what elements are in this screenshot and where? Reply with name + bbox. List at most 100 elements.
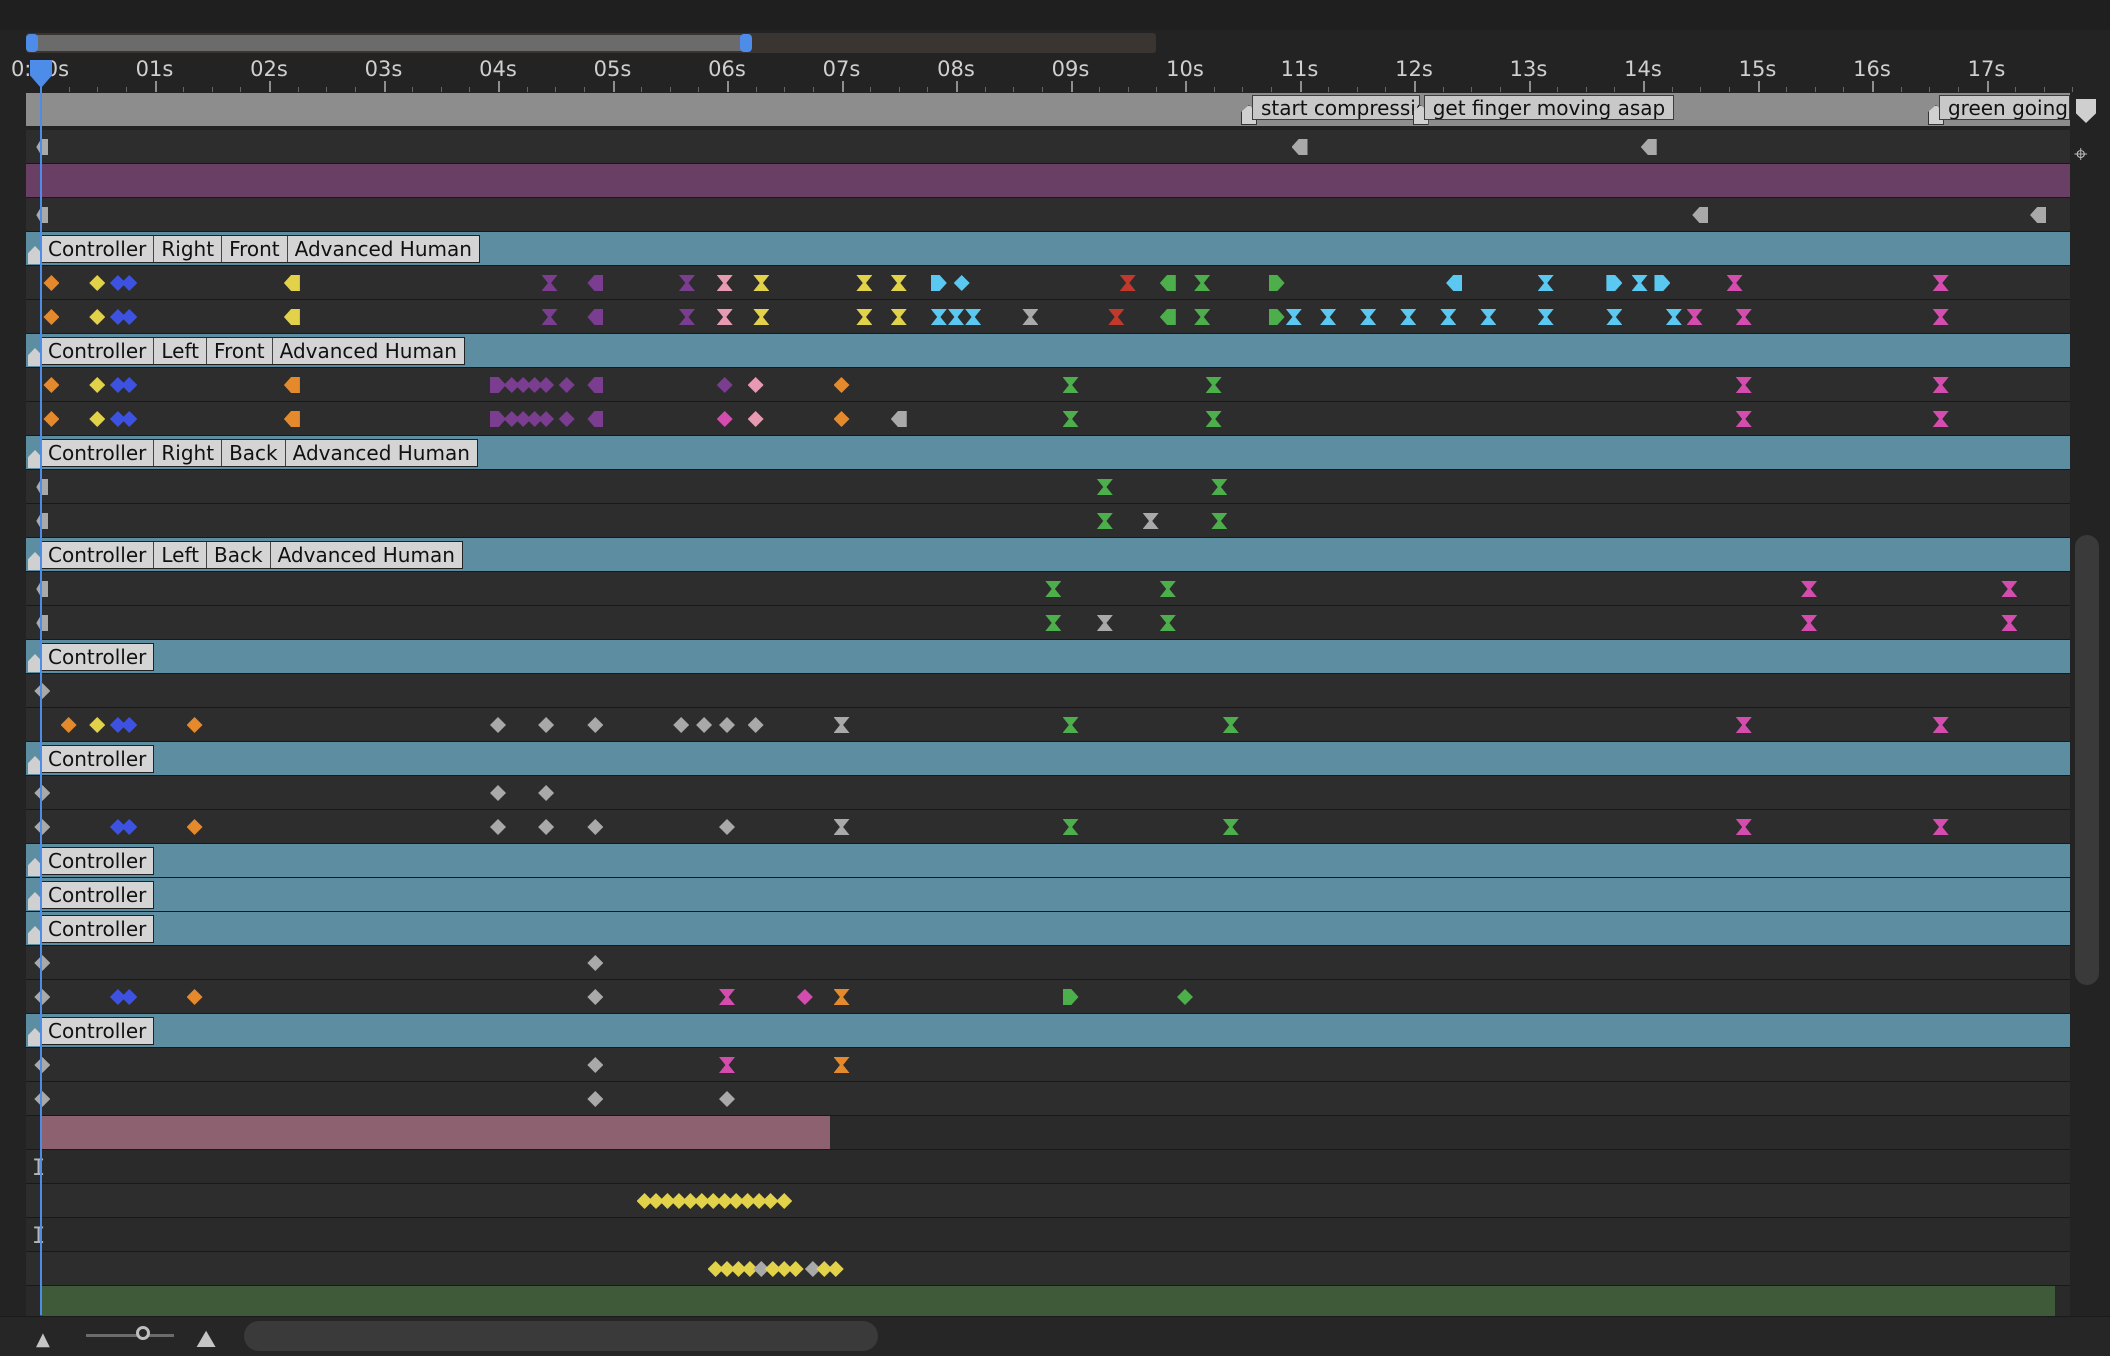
keyframe-hour-icon[interactable] [856,309,873,325]
keyframe-hour-icon[interactable] [1108,309,1125,325]
keyframe-left-icon[interactable] [890,411,907,427]
keyframe-diamond-icon[interactable] [776,1193,793,1209]
keyframe-diamond-icon[interactable] [705,1193,722,1209]
keyframe-hour-icon[interactable] [716,309,733,325]
keyframe-hour-icon[interactable] [1932,377,1949,393]
keyframe-diamond-icon[interactable] [804,1261,821,1277]
keyframe-start-icon[interactable] [36,513,49,529]
layer-header-row[interactable]: Controller [26,1014,2070,1048]
keyframe-diamond-icon[interactable] [121,411,138,427]
time-navigator[interactable] [26,33,1156,53]
property-track-row[interactable] [26,368,2070,402]
layer-header-row[interactable]: Controller [26,640,2070,674]
keyframe-left-icon[interactable] [587,411,604,427]
keyframe-diamond-icon[interactable] [526,377,543,393]
expand-triangle-icon[interactable] [28,858,42,876]
keyframe-right-icon[interactable] [1062,989,1079,1005]
keyframe-hour-icon[interactable] [1159,615,1176,631]
keyframe-hour-icon[interactable] [1022,309,1039,325]
time-navigator-start-handle[interactable] [26,34,38,52]
keyframe-diamond-icon[interactable] [121,309,138,325]
keyframe-diamond-icon[interactable] [60,717,77,733]
property-row[interactable]: I [26,1218,2070,1252]
keyframe-hour-icon[interactable] [1096,513,1113,529]
marker-end-icon[interactable] [2076,99,2096,123]
keyframe-hour-icon[interactable] [1205,411,1222,427]
keyframe-diamond-icon[interactable] [538,377,555,393]
keyframe-hour-icon[interactable] [1735,717,1752,733]
comp-marker[interactable]: green going [1938,95,2070,120]
keyframe-left-icon[interactable] [587,309,604,325]
property-track-row[interactable] [26,198,2070,232]
keyframe-diamond-icon[interactable] [538,411,555,427]
layer-span-row[interactable] [26,1116,2070,1150]
keyframe-hour-icon[interactable] [1045,581,1062,597]
keyframe-hour-icon[interactable] [1932,411,1949,427]
horizontal-scrollbar[interactable] [244,1321,878,1351]
keyframe-hour-icon[interactable] [1320,309,1337,325]
keyframe-diamond-icon[interactable] [753,1261,770,1277]
keyframe-hour-icon[interactable] [1222,819,1239,835]
keyframe-hour-icon[interactable] [1205,377,1222,393]
keyframe-hour-icon[interactable] [930,309,947,325]
keyframe-diamond-icon[interactable] [34,1091,51,1107]
keyframe-diamond-icon[interactable] [538,785,555,801]
keyframe-diamond-icon[interactable] [43,309,60,325]
expand-triangle-icon[interactable] [28,926,42,944]
keyframe-diamond-icon[interactable] [526,411,543,427]
keyframe-hour-icon[interactable] [1222,717,1239,733]
keyframe-diamond-icon[interactable] [707,1261,724,1277]
keyframe-diamond-icon[interactable] [833,377,850,393]
keyframe-hour-icon[interactable] [1726,275,1743,291]
layer-header-row[interactable]: Controller Right Front Advanced Human [26,232,2070,266]
keyframe-hour-icon[interactable] [1631,275,1648,291]
property-track-row[interactable] [26,776,2070,810]
layer-name-label[interactable]: Controller Left Front Advanced Human [40,337,465,365]
keyframe-hour-icon[interactable] [1096,615,1113,631]
property-track-row[interactable] [26,1252,2070,1286]
keyframe-hour-icon[interactable] [678,275,695,291]
keyframe-diamond-icon[interactable] [953,275,970,291]
keyframe-diamond-icon[interactable] [34,819,51,835]
time-ruler[interactable]: 0:00s01s02s03s04s05s06s07s08s09s10s11s12… [11,55,2074,93]
expand-triangle-icon[interactable] [28,246,42,264]
keyframe-diamond-icon[interactable] [109,411,126,427]
keyframe-hour-icon[interactable] [541,309,558,325]
time-navigator-range[interactable] [26,35,746,51]
keyframe-hour-icon[interactable] [890,309,907,325]
keyframe-diamond-icon[interactable] [719,717,735,733]
layer-header-row[interactable]: Controller Right Back Advanced Human [26,436,2070,470]
keyframe-diamond-icon[interactable] [109,717,126,733]
keyframe-right-icon[interactable] [1268,275,1285,291]
keyframe-left-icon[interactable] [1291,139,1308,155]
keyframe-diamond-icon[interactable] [503,411,520,427]
keyframe-diamond-icon[interactable] [827,1261,844,1277]
keyframe-left-icon[interactable] [1159,275,1176,291]
keyframe-hour-icon[interactable] [1194,275,1211,291]
keyframe-hour-icon[interactable] [1096,479,1113,495]
keyframe-left-icon[interactable] [1640,139,1657,155]
keyframe-diamond-icon[interactable] [34,955,51,971]
keyframe-diamond-icon[interactable] [34,989,51,1005]
keyframe-diamond-icon[interactable] [490,717,506,733]
keyframe-hour-icon[interactable] [1062,819,1079,835]
keyframe-left-icon[interactable] [2030,207,2047,223]
expand-triangle-icon[interactable] [28,1028,42,1046]
keyframe-diamond-icon[interactable] [186,819,203,835]
keyframe-hour-icon[interactable] [833,717,850,733]
keyframe-diamond-icon[interactable] [109,819,126,835]
keyframe-left-icon[interactable] [283,309,300,325]
keyframe-hour-icon[interactable] [1932,819,1949,835]
keyframe-diamond-icon[interactable] [503,377,520,393]
layer-name-label[interactable]: Controller [40,643,155,671]
layer-duration-bar[interactable] [40,1286,2056,1319]
keyframe-diamond-icon[interactable] [587,989,604,1005]
property-row[interactable]: I [26,1150,2070,1184]
keyframe-diamond-icon[interactable] [109,989,126,1005]
zoom-slider-track[interactable] [86,1334,174,1337]
keyframe-diamond-icon[interactable] [538,819,555,835]
property-track-row[interactable] [26,130,2070,164]
keyframe-start-icon[interactable] [36,207,49,223]
zoom-out-mountain-icon[interactable]: ▲ [36,1329,50,1350]
keyframe-diamond-icon[interactable] [673,717,690,733]
